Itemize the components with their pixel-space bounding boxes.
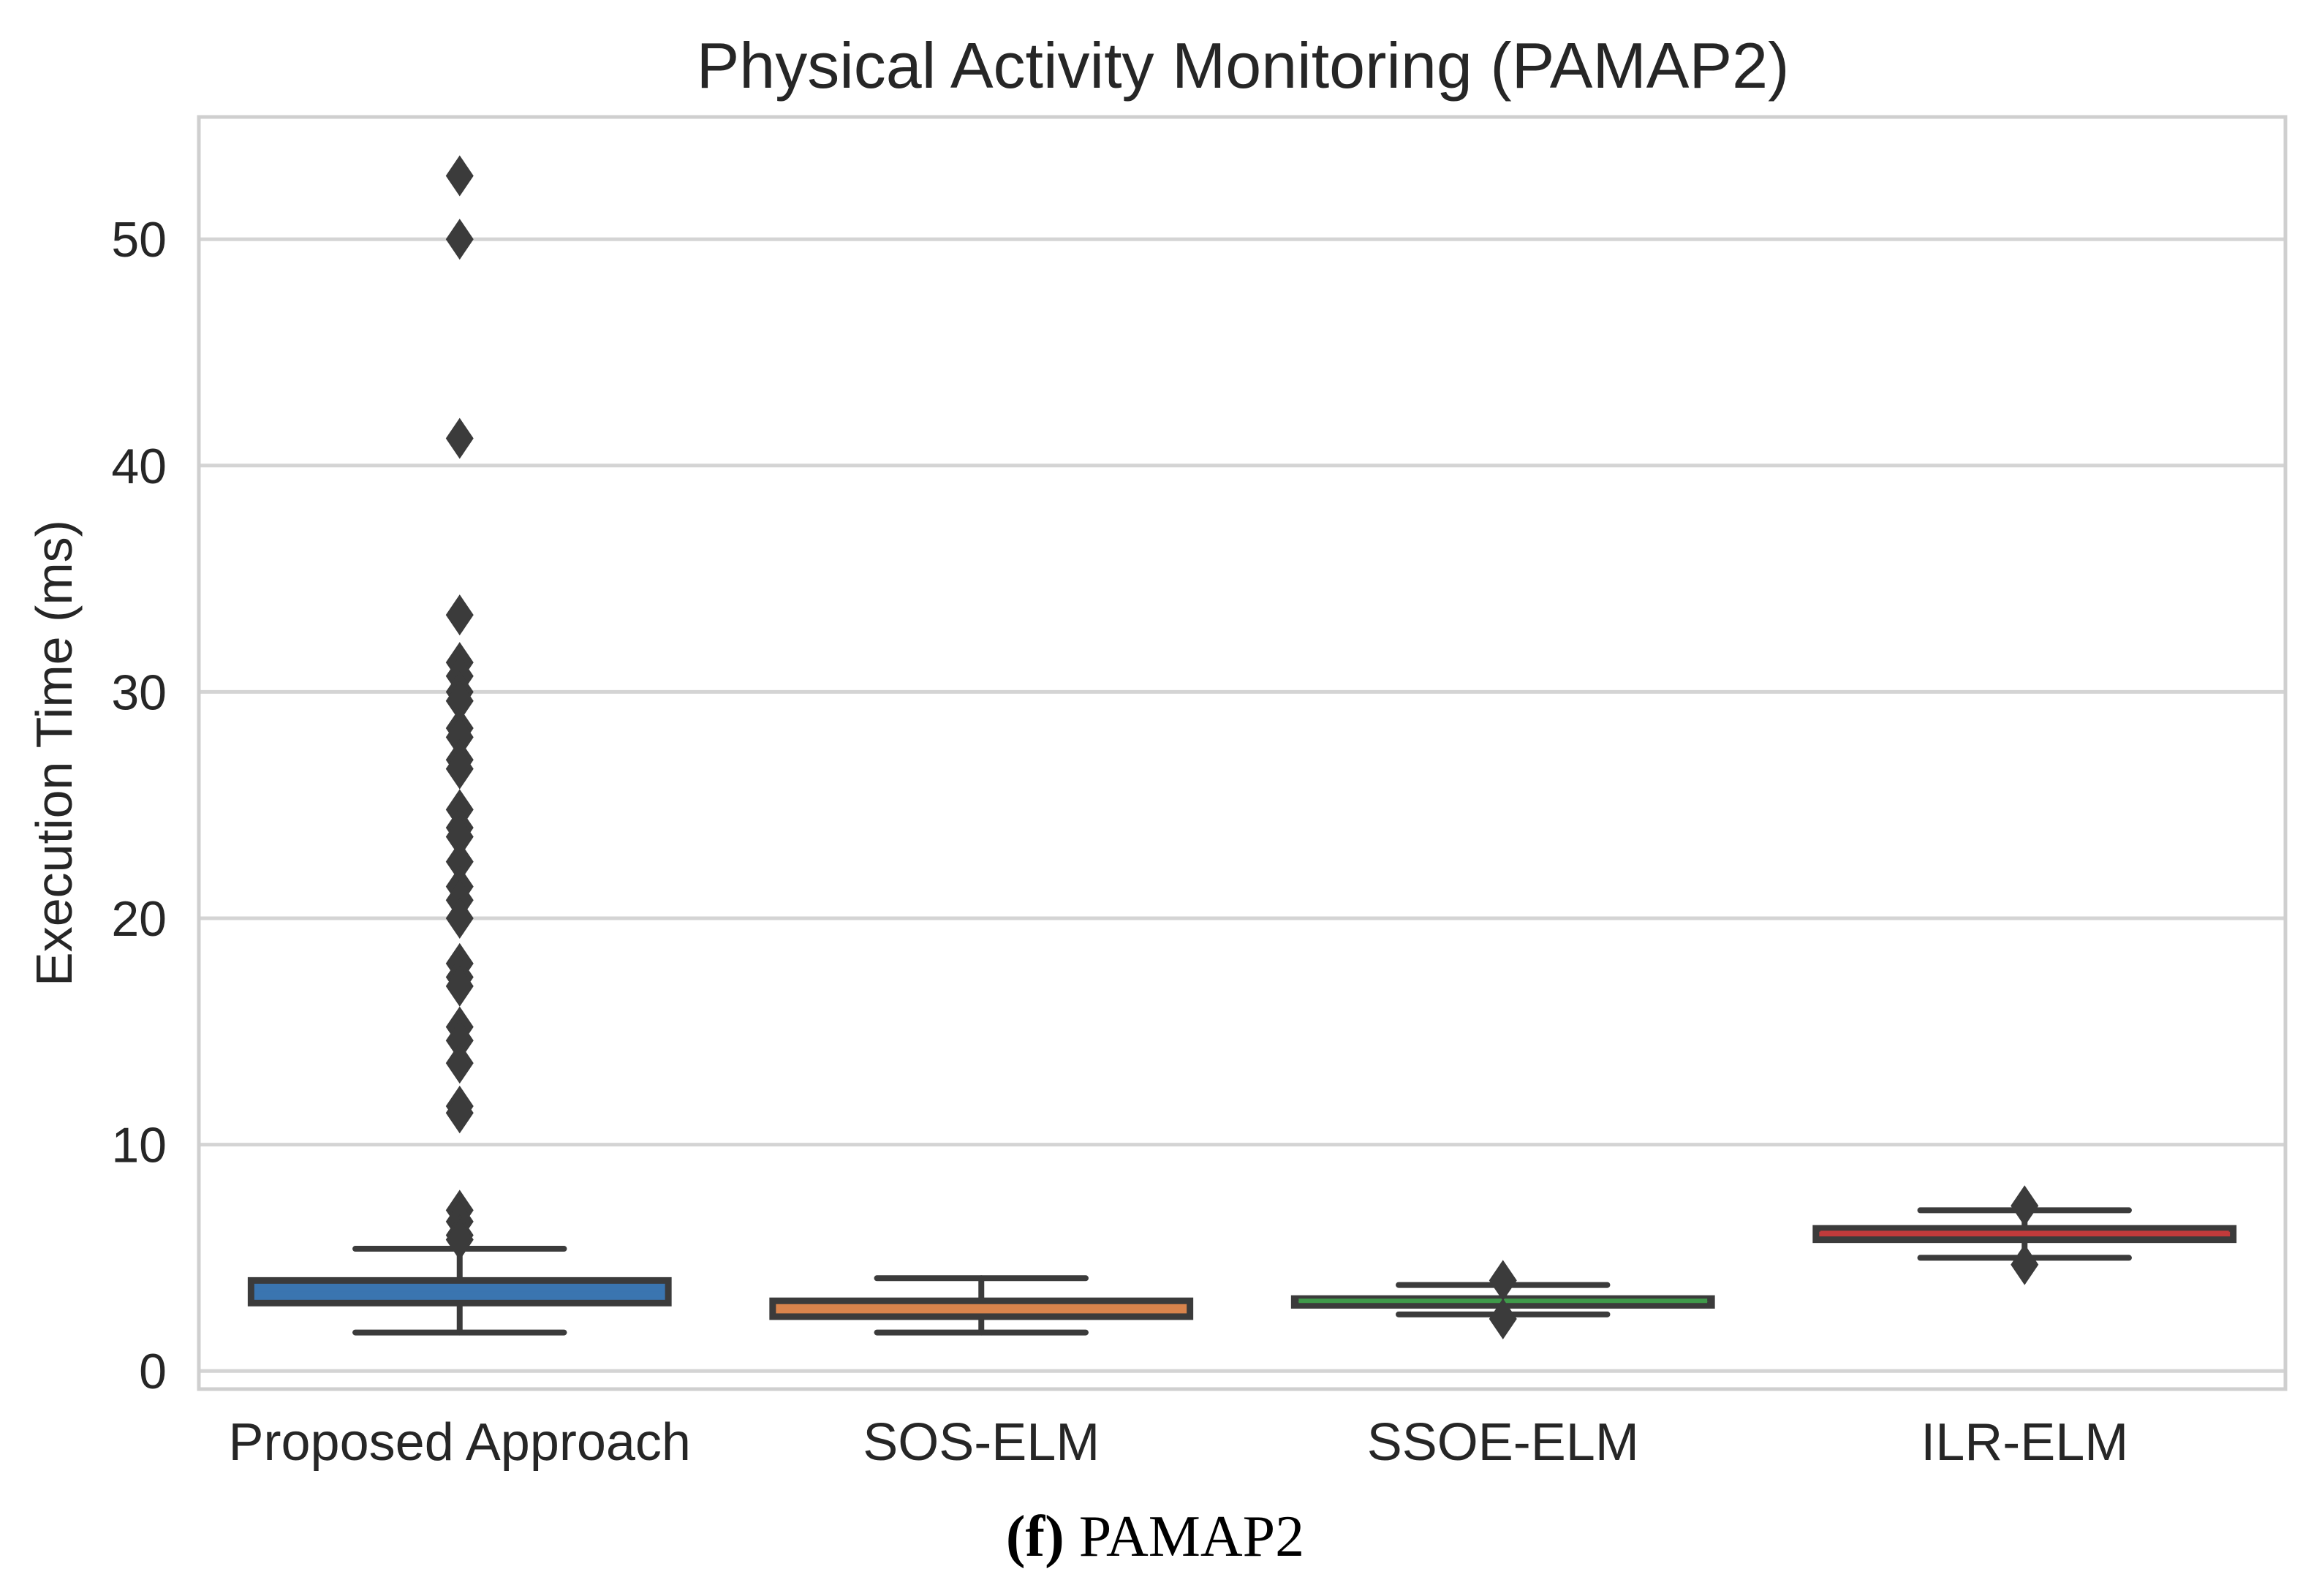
box-series xyxy=(247,155,2237,1340)
outlier-proposed-approach-21 xyxy=(445,965,474,1007)
box-group-sos-elm xyxy=(769,1275,1194,1336)
outlier-ssoe-elm-0 xyxy=(1489,1260,1517,1301)
caption-text: PAMAP2 xyxy=(1079,1505,1304,1569)
y-tick-label-40: 40 xyxy=(111,439,167,494)
outlier-proposed-approach-2 xyxy=(445,417,474,459)
outlier-ilr-elm-0 xyxy=(2011,1185,2039,1227)
outlier-proposed-approach-14 xyxy=(445,816,474,858)
outlier-proposed-approach-11 xyxy=(445,748,474,790)
caption-label: (f) xyxy=(1006,1505,1064,1569)
outlier-proposed-approach-3 xyxy=(445,594,474,636)
box-group-proposed-approach xyxy=(247,155,672,1336)
box-proposed-approach xyxy=(247,1277,672,1306)
chart-title: Physical Activity Monitoring (PAMAP2) xyxy=(697,29,1790,102)
box-group-ilr-elm xyxy=(1812,1185,2237,1285)
outlier-proposed-approach-30 xyxy=(445,1219,474,1260)
outlier-proposed-approach-26 xyxy=(445,1092,474,1134)
outlier-proposed-approach-1 xyxy=(445,219,474,260)
y-tick-label-30: 30 xyxy=(111,665,167,720)
y-tick-labels: 0 10 20 30 40 50 xyxy=(111,212,167,1399)
outlier-proposed-approach-24 xyxy=(445,1043,474,1084)
x-tick-label-ssoe-elm: SSOE-ELM xyxy=(1367,1413,1639,1472)
x-tick-label-proposed-approach: Proposed Approach xyxy=(229,1413,691,1472)
y-axis-label: Execution Time (ms) xyxy=(26,520,83,986)
grid-lines xyxy=(199,237,2285,1373)
x-tick-labels: Proposed Approach SOS-ELM SSOE-ELM ILR-ELM xyxy=(229,1413,2129,1472)
caption-space xyxy=(1064,1505,1079,1569)
box-group-ssoe-elm xyxy=(1290,1260,1715,1340)
outlier-ilr-elm-1 xyxy=(2011,1244,2039,1285)
outlier-proposed-approach-15 xyxy=(445,841,474,882)
x-tick-label-sos-elm: SOS-ELM xyxy=(863,1413,1100,1472)
figure-caption: (f) PAMAP2 xyxy=(1006,1505,1304,1569)
plot-frame xyxy=(197,115,2288,1391)
y-tick-label-20: 20 xyxy=(111,891,167,947)
x-tick-label-ilr-elm: ILR-ELM xyxy=(1921,1413,2128,1472)
y-tick-label-10: 10 xyxy=(111,1118,167,1173)
outlier-proposed-approach-9 xyxy=(445,716,474,758)
y-tick-label-0: 0 xyxy=(139,1344,167,1399)
outlier-ssoe-elm-1 xyxy=(1489,1298,1517,1340)
outlier-proposed-approach-18 xyxy=(445,898,474,939)
outlier-proposed-approach-7 xyxy=(445,680,474,722)
outlier-proposed-approach-23 xyxy=(445,1020,474,1062)
outlier-proposed-approach-0 xyxy=(445,155,474,197)
y-tick-label-50: 50 xyxy=(111,212,167,268)
